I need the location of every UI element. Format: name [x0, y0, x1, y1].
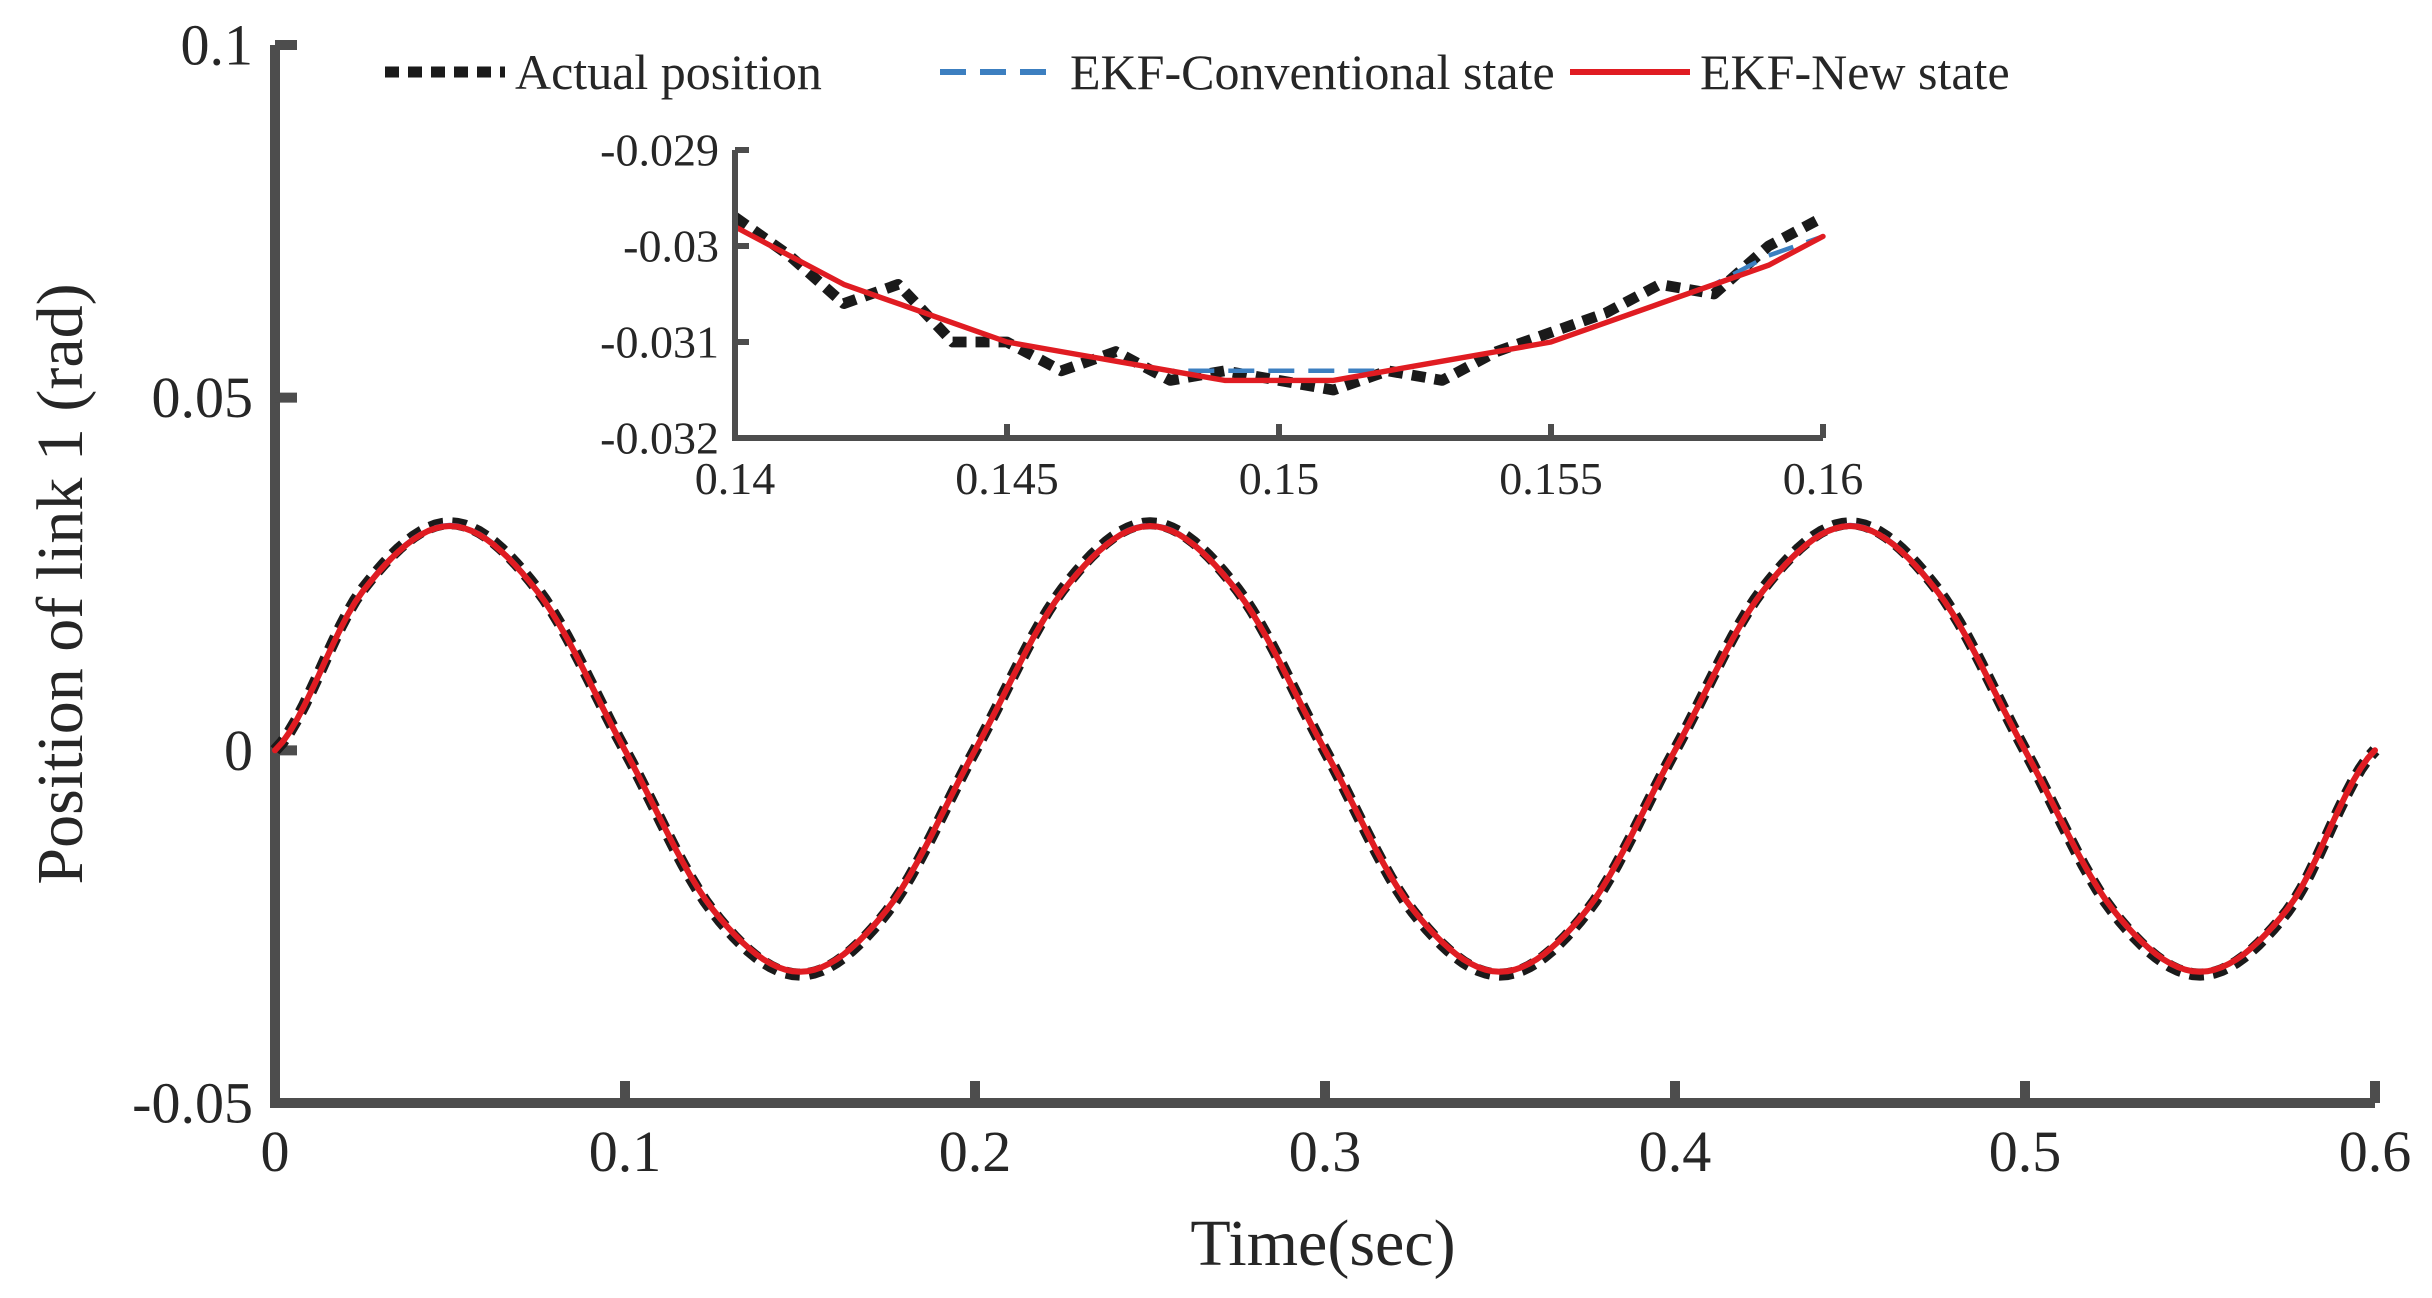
legend-label: EKF-New state — [1700, 44, 2010, 100]
inset-x-tick-label: 0.155 — [1499, 453, 1603, 504]
inset-y-tick-label: -0.032 — [600, 413, 719, 464]
main-y-tick-label: 0.1 — [181, 13, 254, 78]
main-plot-area — [270, 517, 2380, 981]
inset-series-ekf-new-state — [732, 224, 1826, 384]
inset-y-tick-label: -0.029 — [600, 125, 719, 176]
inset-x-tick-label: 0.16 — [1783, 453, 1864, 504]
y-axis-label: Position of link 1 (rad) — [24, 283, 97, 884]
main-y-tick-label: 0 — [224, 718, 253, 783]
x-axis-label: Time(sec) — [1190, 1207, 1455, 1280]
inset-x-tick-label: 0.145 — [955, 453, 1059, 504]
main-x-tick-label: 0.6 — [2339, 1119, 2412, 1184]
main-x-tick-label: 0 — [261, 1119, 290, 1184]
inset-plot-area — [731, 150, 1826, 438]
inset-y-tick-label: -0.031 — [600, 317, 719, 368]
inset-background — [735, 150, 1823, 438]
legend-label: EKF-Conventional state — [1070, 44, 1555, 100]
main-x-tick-label: 0.3 — [1289, 1119, 1362, 1184]
legend: Actual position EKF-Conventional state EKF… — [385, 44, 2010, 100]
main-series-ekf-new-state — [272, 523, 2378, 975]
inset-x-tick-label: 0.15 — [1239, 453, 1320, 504]
main-y-tick-label: -0.05 — [132, 1071, 253, 1136]
inset-x-tick-label: 0.14 — [695, 453, 776, 504]
inset-y-tick-label: -0.03 — [623, 221, 719, 272]
main-x-tick-label: 0.2 — [939, 1119, 1012, 1184]
legend-label: Actual position — [515, 44, 822, 100]
main-x-tick-label: 0.5 — [1989, 1119, 2062, 1184]
main-x-tick-label: 0.1 — [589, 1119, 662, 1184]
main-y-tick-label: 0.05 — [152, 365, 254, 430]
inset-axes: 0.14 0.145 0.15 0.155 0.16 -0.032 -0.031 -0.03 -… — [600, 125, 1863, 505]
main-x-tick-label: 0.4 — [1639, 1119, 1712, 1184]
axis-labels: Time(sec) Position of link 1 (rad) — [24, 283, 1456, 1280]
